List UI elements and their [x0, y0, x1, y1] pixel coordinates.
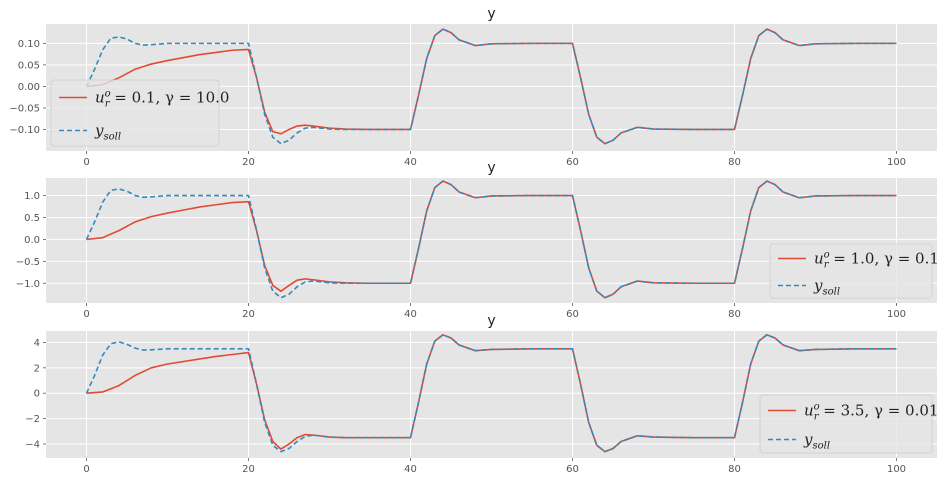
x-tick-label: 60 — [566, 157, 579, 168]
legend-label-main: u — [814, 250, 824, 268]
legend: uo r = 3.5, γ = 0.01 ysoll — [759, 394, 938, 454]
legend-label-sup: o — [824, 250, 830, 261]
legend-label: uo r = 0.1, γ = 10.0 — [95, 89, 229, 110]
x-tick-label: 60 — [566, 464, 579, 475]
legend-label-main: y — [803, 431, 813, 449]
y-tick-label: 0.0 — [24, 235, 40, 246]
legend-label-sub: r — [814, 412, 820, 423]
y-tick-label: 1.0 — [24, 191, 40, 202]
y-tick-label: −0.5 — [16, 257, 40, 268]
x-tick-label: 80 — [728, 309, 741, 320]
legend-label: uo r = 1.0, γ = 0.1 — [814, 250, 939, 271]
x-tick-label: 0 — [83, 464, 89, 475]
legend-label-sub: soll — [103, 132, 121, 143]
x-tick-label: 20 — [242, 309, 255, 320]
x-tick-label: 80 — [728, 464, 741, 475]
y-tick-label: −2 — [25, 414, 40, 425]
legend-label-rest: = 1.0, γ = 0.1 — [828, 250, 938, 268]
legend-box — [769, 243, 933, 299]
series-line-y-soll — [85, 28, 897, 145]
legend-label-main: u — [804, 402, 814, 420]
legend-label-main: y — [94, 122, 104, 140]
y-tick-label: 0.05 — [18, 60, 40, 71]
y-tick-label: 4 — [34, 338, 40, 349]
legend-label-rest: = 3.5, γ = 0.01 — [818, 402, 938, 420]
x-tick-label: 80 — [728, 157, 741, 168]
legend-label: uo r = 3.5, γ = 0.01 — [804, 402, 938, 423]
y-tick-label: −0.10 — [9, 125, 40, 136]
x-tick-label: 100 — [887, 464, 906, 475]
x-tick-label: 0 — [83, 157, 89, 168]
y-tick-label: −4 — [25, 440, 40, 451]
x-tick-label: 100 — [887, 157, 906, 168]
y-tick-label: −1.0 — [16, 279, 40, 290]
legend-label-main: y — [813, 277, 823, 295]
legend-label-sub: soll — [812, 441, 830, 452]
panel-title: y — [487, 313, 495, 329]
y-tick-label: 0.10 — [18, 39, 40, 50]
series-line-y-soll — [85, 334, 897, 453]
y-tick-label: 2 — [34, 363, 40, 374]
y-tick-label: −0.05 — [9, 103, 40, 114]
x-tick-label: 20 — [242, 464, 255, 475]
x-tick-label: 40 — [404, 309, 417, 320]
legend-label-sup: o — [105, 89, 111, 100]
legend-box — [50, 79, 220, 147]
x-tick-label: 60 — [566, 309, 579, 320]
legend-label-sub: r — [824, 260, 830, 271]
panel-title: y — [487, 6, 495, 22]
legend-label-sub: soll — [822, 287, 840, 298]
series-line-u-r — [86, 180, 897, 299]
y-tick-label: 0 — [34, 389, 40, 400]
legend: uo r = 0.1, γ = 10.0 ysoll — [50, 79, 229, 147]
legend-label: ysoll — [803, 431, 830, 452]
x-tick-label: 100 — [887, 309, 906, 320]
series-line-y-soll — [85, 180, 897, 299]
legend-label-sup: o — [814, 402, 820, 413]
legend-label-main: u — [95, 89, 105, 107]
y-tick-label: 0.5 — [24, 213, 40, 224]
legend-label-sub: r — [105, 99, 111, 110]
x-tick-label: 20 — [242, 157, 255, 168]
y-tick-label: 0.00 — [18, 82, 40, 93]
legend-label-rest: = 0.1, γ = 10.0 — [109, 89, 229, 107]
panel-title: y — [487, 160, 495, 176]
legend-label: ysoll — [813, 277, 840, 298]
legend: uo r = 1.0, γ = 0.1 ysoll — [769, 243, 939, 299]
x-tick-label: 40 — [404, 157, 417, 168]
legend-box — [759, 394, 933, 454]
x-tick-label: 0 — [83, 309, 89, 320]
x-tick-label: 40 — [404, 464, 417, 475]
legend-label: ysoll — [94, 122, 121, 143]
